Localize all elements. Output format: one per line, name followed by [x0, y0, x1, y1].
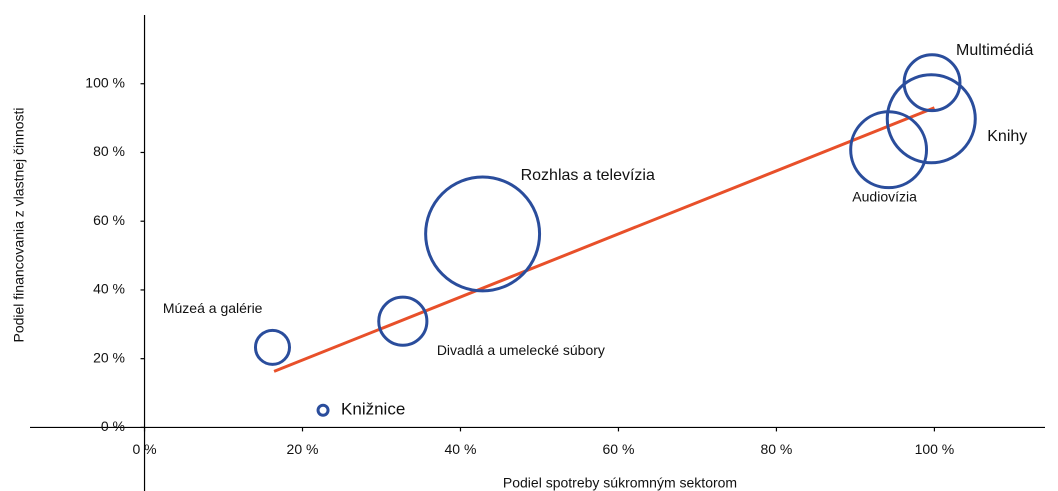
bubble-label: Knihy	[987, 128, 1027, 145]
x-tick-label: 60 %	[603, 441, 635, 457]
bubble	[377, 295, 429, 347]
y-tick-label: 100 %	[85, 74, 125, 90]
bubble	[424, 175, 542, 293]
bubble-label: Rozhlas a televízia	[521, 167, 655, 184]
y-tick-label: 20 %	[93, 349, 125, 365]
y-tick-label: 80 %	[93, 143, 125, 159]
y-tick-label: 40 %	[93, 281, 125, 297]
y-tick-label: 60 %	[93, 212, 125, 228]
bubble-label: Multimédiá	[956, 42, 1033, 59]
x-tick-label: 100 %	[915, 441, 955, 457]
trend-line	[273, 106, 935, 373]
bubble	[902, 53, 962, 113]
x-tick-label: 40 %	[445, 441, 477, 457]
bubble	[885, 73, 977, 165]
x-tick-label: 80 %	[760, 441, 792, 457]
bubble-label: Divadlá a umelecké súbory	[437, 342, 605, 358]
bubble	[316, 403, 330, 417]
y-axis-title: Podiel financovania z vlastnej činnosti	[11, 107, 27, 342]
bubble	[253, 328, 292, 366]
bubble-label: Múzeá a galérie	[163, 300, 263, 316]
bubble-label: Knižnice	[341, 400, 405, 419]
x-tick-label: 0 %	[132, 441, 156, 457]
bubble-label: Audiovízia	[852, 188, 917, 204]
x-tick-label: 20 %	[287, 441, 319, 457]
x-axis-title: Podiel spotreby súkromným sektorom	[503, 475, 737, 491]
y-tick-label: 0 %	[101, 418, 125, 434]
